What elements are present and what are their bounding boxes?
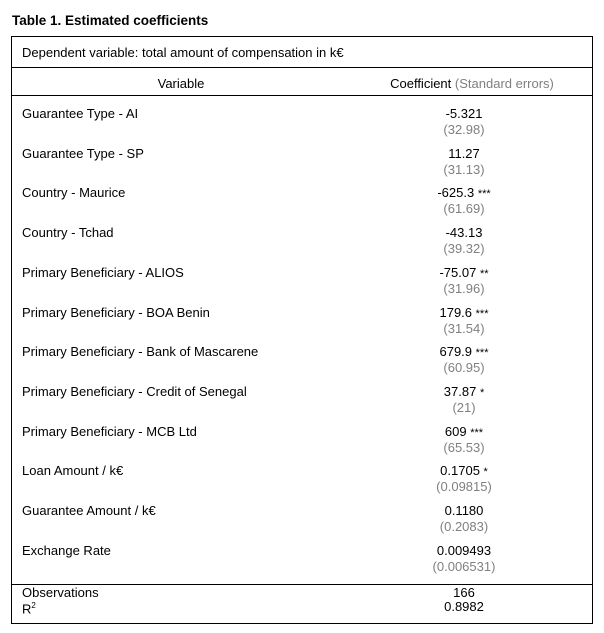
footer-top-rule xyxy=(11,584,593,585)
standard-error-value: (61.69) xyxy=(443,201,485,216)
variable-label: Exchange Rate xyxy=(22,543,111,558)
r-squared-superscript: 2 xyxy=(31,601,36,610)
coefficient-value: -625.3 xyxy=(437,185,475,200)
variable-label: Primary Beneficiary - ALIOS xyxy=(22,265,184,280)
coefficient-cell: 0.1180 xyxy=(351,503,577,518)
observations-label: Observations xyxy=(22,585,99,600)
column-header-coefficient: Coefficient (Standard errors) xyxy=(351,76,593,91)
variable-label: Primary Beneficiary - Credit of Senegal xyxy=(22,384,247,399)
coefficient-value: 679.9 xyxy=(439,344,473,359)
significance-stars: *** xyxy=(470,427,484,439)
variable-label: Primary Beneficiary - BOA Benin xyxy=(22,305,210,320)
r-squared-value: 0.8982 xyxy=(444,599,484,614)
r-squared-label: R2 xyxy=(22,599,36,615)
standard-error-value: (31.54) xyxy=(443,321,485,336)
coefficient-value: 0.009493 xyxy=(436,543,492,558)
variable-label: Country - Maurice xyxy=(22,185,126,200)
coefficient-value: 179.6 xyxy=(439,305,473,320)
coefficient-cell: 0.009493 xyxy=(351,543,577,558)
significance-stars: *** xyxy=(477,188,491,200)
coefficient-value: -75.07 xyxy=(439,265,477,280)
table-title: Table 1. Estimated coefficients xyxy=(12,13,209,28)
standard-error-value: (0.2083) xyxy=(439,519,489,534)
variable-label: Primary Beneficiary - Bank of Mascarene xyxy=(22,344,259,359)
standard-errors-header-label: (Standard errors) xyxy=(454,76,554,91)
coefficient-cell: 179.6 *** xyxy=(351,305,577,320)
coefficient-cell: 37.87 * xyxy=(351,384,577,399)
coefficient-value: -43.13 xyxy=(445,225,483,240)
header-top-rule xyxy=(11,67,593,68)
variable-label: Primary Beneficiary - MCB Ltd xyxy=(22,424,197,439)
significance-stars: *** xyxy=(475,347,489,359)
coefficient-value: -5.321 xyxy=(445,106,483,121)
standard-error-value: (0.006531) xyxy=(432,559,496,574)
column-header-variable: Variable xyxy=(157,76,205,91)
r-squared-letter: R xyxy=(22,601,32,617)
coefficient-value: 37.87 xyxy=(443,384,477,399)
significance-stars: * xyxy=(483,466,488,478)
standard-error-value: (65.53) xyxy=(443,440,485,455)
significance-stars: *** xyxy=(475,308,489,320)
dependent-variable-caption: Dependent variable: total amount of comp… xyxy=(22,45,344,60)
coefficient-cell: 11.27 xyxy=(351,146,577,161)
coefficient-cell: -625.3 *** xyxy=(351,185,577,200)
coefficient-value: 609 xyxy=(444,424,467,439)
coefficient-cell: 609 *** xyxy=(351,424,577,439)
table-frame xyxy=(11,36,593,624)
standard-error-value: (0.09815) xyxy=(436,479,492,494)
standard-error-value: (31.13) xyxy=(443,162,485,177)
standard-error-value: (60.95) xyxy=(443,360,485,375)
significance-stars: * xyxy=(479,387,485,399)
standard-error-value: (21) xyxy=(452,400,476,415)
coefficient-value: 11.27 xyxy=(448,146,480,161)
coefficient-header-label: Coefficient xyxy=(390,76,452,91)
coefficient-cell: -75.07 ** xyxy=(351,265,577,280)
variable-label: Guarantee Type - AI xyxy=(22,106,139,121)
coefficient-value: 0.1180 xyxy=(444,503,484,518)
variable-label: Country - Tchad xyxy=(22,225,114,240)
variable-label: Guarantee Type - SP xyxy=(22,146,144,161)
coefficient-cell: -5.321 xyxy=(351,106,577,121)
variable-label: Guarantee Amount / k€ xyxy=(22,503,156,518)
observations-value: 166 xyxy=(453,585,475,600)
coefficient-cell: 0.1705 * xyxy=(351,463,577,478)
coefficient-cell: 679.9 *** xyxy=(351,344,577,359)
standard-error-value: (31.96) xyxy=(443,281,485,296)
variable-label: Loan Amount / k€ xyxy=(22,463,124,478)
header-bottom-rule xyxy=(11,95,593,96)
standard-error-value: (39.32) xyxy=(443,241,485,256)
significance-stars: ** xyxy=(479,268,489,280)
standard-error-value: (32.98) xyxy=(443,122,485,137)
coefficient-value: 0.1705 xyxy=(440,463,480,478)
coefficient-cell: -43.13 xyxy=(351,225,577,240)
